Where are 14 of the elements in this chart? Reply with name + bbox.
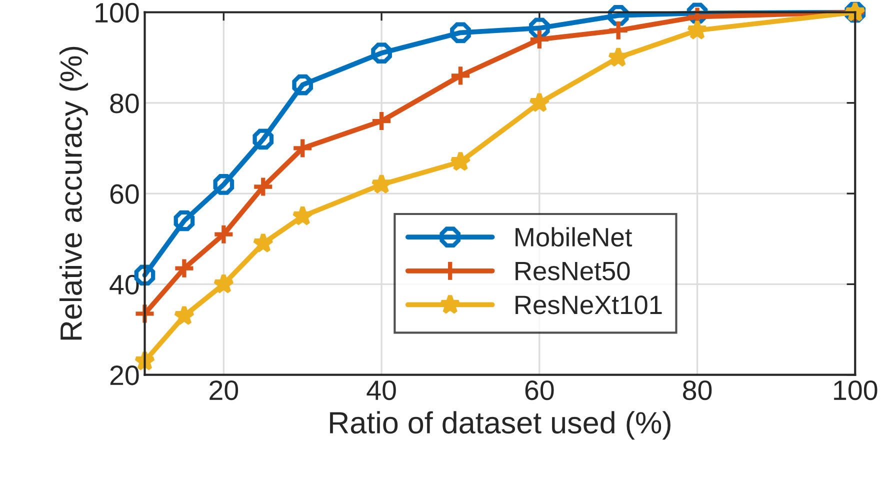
x-tick-label: 20 <box>210 380 238 400</box>
legend-label: MobileNet <box>516 227 632 247</box>
y-tick-label: 100 <box>96 2 139 23</box>
x-tick-label: 80 <box>683 380 712 400</box>
legend-label: ResNeXt101 <box>516 296 662 314</box>
x-axis-title: Ratio of dataset used (%) <box>330 411 670 440</box>
x-tick-label: 40 <box>366 380 396 400</box>
y-tick-label: 60 <box>110 184 139 204</box>
x-tick-label: 100 <box>834 380 878 400</box>
y-tick-label: 80 <box>110 94 139 114</box>
y-axis-title: Relative accuracy (%) <box>60 46 88 340</box>
legend-label: ResNet50 <box>516 262 630 280</box>
x-tick-label: 60 <box>525 380 554 400</box>
y-tick-label: 20 <box>110 366 139 386</box>
